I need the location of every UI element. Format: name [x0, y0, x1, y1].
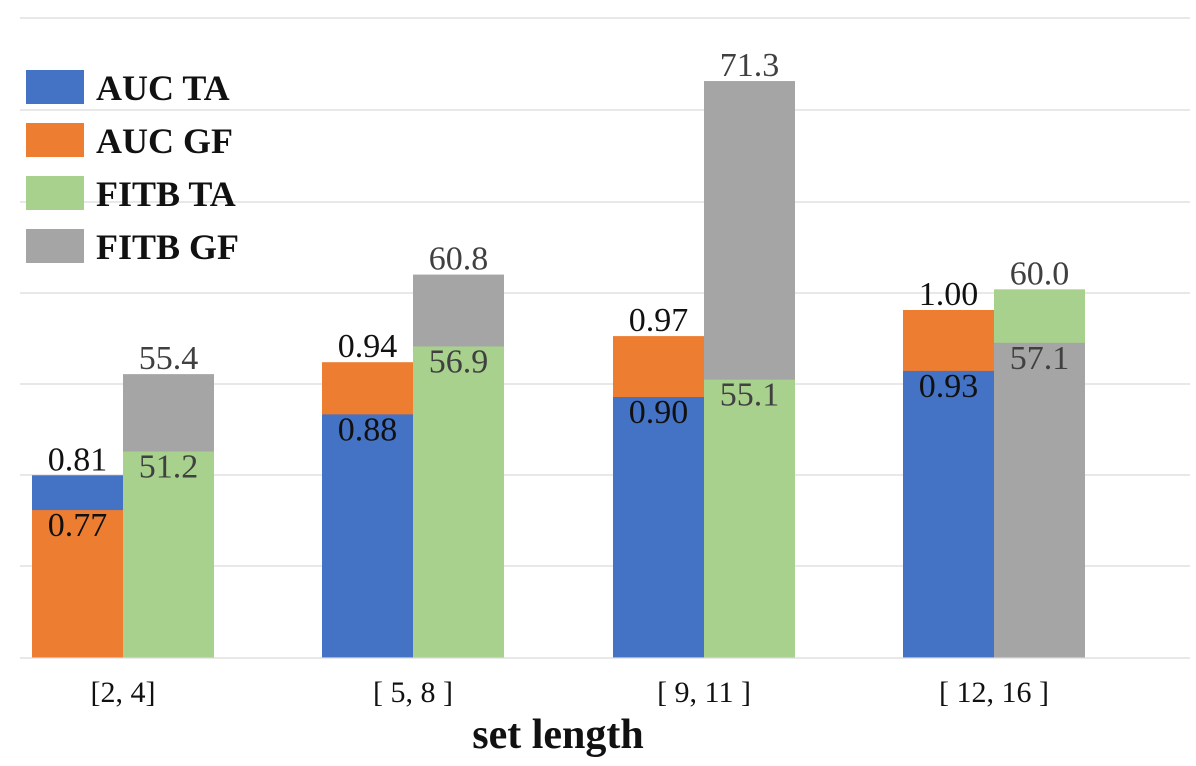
x-tick-label-1: [2, 4] — [91, 676, 156, 709]
data-label-auc-gf-1: 0.77 — [48, 507, 108, 544]
data-label-fitb-gf-3: 71.3 — [720, 47, 780, 84]
legend-item-auc-gf: AUC GF — [26, 121, 233, 161]
legend-swatch-fitb-gf — [26, 229, 84, 263]
bars — [32, 81, 1085, 658]
legend-item-fitb-ta: FITB TA — [26, 174, 236, 214]
x-tick-label-2: [ 5, 8 ] — [373, 676, 453, 709]
data-label-auc-ta-2: 0.88 — [338, 411, 398, 448]
x-axis-title: set length — [472, 712, 644, 758]
bar-fitb-ta-3 — [704, 379, 795, 658]
data-label-auc-ta-1: 0.81 — [48, 441, 108, 478]
data-label-fitb-ta-3: 55.1 — [720, 377, 780, 414]
legend-label-auc-ta: AUC TA — [96, 68, 230, 108]
data-label-auc-gf-4: 1.00 — [919, 276, 979, 313]
data-labels: 0.81 0.77 55.4 51.2 0.94 0.88 60.8 56.9 0.97 0.90… — [48, 47, 1070, 544]
data-label-fitb-gf-2: 60.8 — [429, 241, 489, 278]
bar-auc-ta-4 — [903, 370, 994, 658]
gridlines — [20, 17, 1190, 567]
x-tick-label-4: [ 12, 16 ] — [939, 676, 1049, 709]
data-label-fitb-ta-4: 60.0 — [1010, 255, 1070, 292]
bar-auc-gf-1 — [32, 510, 123, 658]
legend-label-auc-gf: AUC GF — [96, 121, 233, 161]
legend-item-fitb-gf: FITB GF — [26, 227, 239, 267]
bar-fitb-gf-4 — [994, 342, 1085, 658]
data-label-fitb-ta-1: 51.2 — [139, 449, 199, 486]
x-axis: [2, 4] [ 5, 8 ] [ 9, 11 ] [ 12, 16 ] — [20, 657, 1190, 709]
x-tick-label-3: [ 9, 11 ] — [657, 676, 751, 709]
data-label-auc-gf-2: 0.94 — [338, 328, 398, 365]
data-label-fitb-gf-1: 55.4 — [139, 340, 199, 377]
legend-swatch-auc-gf — [26, 123, 84, 157]
bar-auc-ta-3 — [613, 397, 704, 658]
legend-swatch-fitb-ta — [26, 176, 84, 210]
legend-label-fitb-gf: FITB GF — [96, 227, 239, 267]
bar-auc-ta-2 — [322, 414, 413, 658]
bar-fitb-ta-2 — [413, 346, 504, 658]
legend-label-fitb-ta: FITB TA — [96, 174, 236, 214]
legend-swatch-auc-ta — [26, 70, 84, 104]
legend: AUC TA AUC GF FITB TA FITB GF — [26, 68, 239, 267]
data-label-fitb-ta-2: 56.9 — [429, 343, 489, 380]
data-label-auc-ta-3: 0.90 — [629, 394, 689, 431]
bar-fitb-ta-1 — [123, 451, 214, 658]
data-label-fitb-gf-4: 57.1 — [1010, 340, 1070, 377]
legend-item-auc-ta: AUC TA — [26, 68, 230, 108]
data-label-auc-gf-3: 0.97 — [629, 302, 689, 339]
data-label-auc-ta-4: 0.93 — [919, 368, 979, 405]
